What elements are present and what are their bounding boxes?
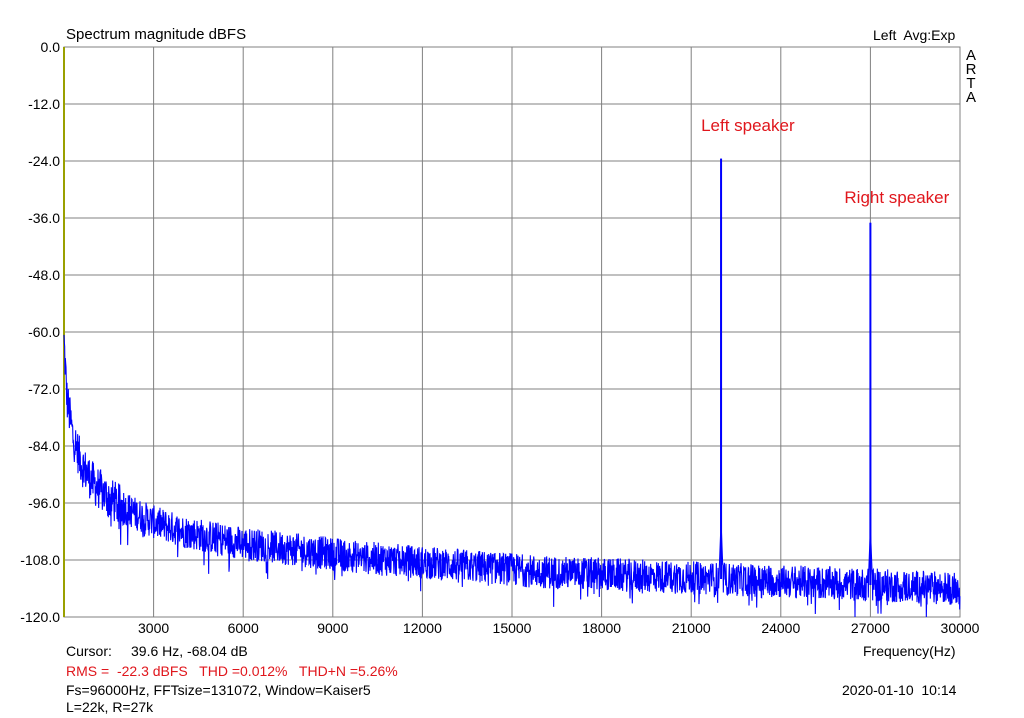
x-tick-label: 3000 xyxy=(138,620,170,636)
x-tick-label: 6000 xyxy=(227,620,259,636)
cursor-readout: 39.6 Hz, -68.04 dB xyxy=(131,643,248,659)
chart-title: Spectrum magnitude dBFS xyxy=(66,26,247,43)
y-tick-label: -72.0 xyxy=(28,381,60,397)
x-tick-label: 15000 xyxy=(492,620,532,636)
annotation-left-speaker: Left speaker xyxy=(701,116,795,135)
y-tick-label: -24.0 xyxy=(28,153,60,169)
y-tick-label: -60.0 xyxy=(28,324,60,340)
fft-settings: Fs=96000Hz, FFTsize=131072, Window=Kaise… xyxy=(66,682,371,698)
x-tick-label: 9000 xyxy=(317,620,349,636)
spectrum-trace xyxy=(63,158,961,618)
y-tick-label: -108.0 xyxy=(20,552,60,568)
y-tick-label: 0.0 xyxy=(40,39,60,55)
x-tick-label: 18000 xyxy=(582,620,622,636)
cursor-label: Cursor: xyxy=(66,643,112,659)
annotation-right-speaker: Right speaker xyxy=(844,187,950,207)
y-tick-label: -12.0 xyxy=(28,96,60,112)
y-tick-label: -120.0 xyxy=(20,609,60,625)
brand-letter-a: A xyxy=(965,47,976,64)
brand-letter-t: T xyxy=(966,75,976,92)
y-tick-label: -48.0 xyxy=(28,267,60,283)
x-tick-label: 27000 xyxy=(850,620,890,636)
channel-frequencies: L=22k, R=27k xyxy=(66,699,154,715)
channel-averaging-label: Left Avg:Exp xyxy=(873,27,956,43)
brand-letter-r: R xyxy=(965,61,977,78)
x-tick-label: 12000 xyxy=(402,620,442,636)
y-tick-label: -36.0 xyxy=(28,210,60,226)
x-tick-label: 24000 xyxy=(761,620,801,636)
rms-thd-readout: RMS = -22.3 dBFS THD =0.012% THD+N =5.26… xyxy=(66,663,398,679)
brand-letter-a2: A xyxy=(965,89,976,106)
x-tick-label: 30000 xyxy=(940,620,980,636)
x-tick-label: 21000 xyxy=(671,620,711,636)
timestamp: 2020-01-10 10:14 xyxy=(842,682,957,698)
x-axis-label: Frequency(Hz) xyxy=(863,643,956,659)
y-tick-label: -96.0 xyxy=(28,495,60,511)
y-tick-label: -84.0 xyxy=(28,438,60,454)
